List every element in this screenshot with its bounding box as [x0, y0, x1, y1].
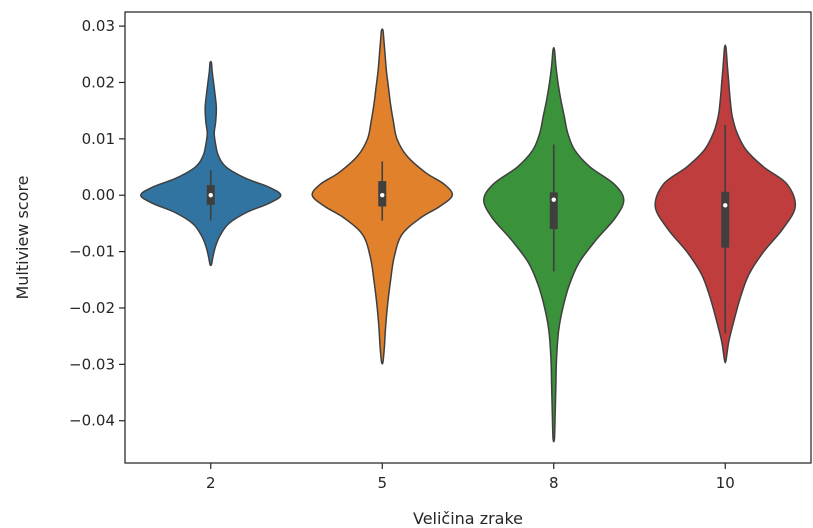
violin-iqr-box [549, 192, 558, 230]
y-tick-label: −0.01 [69, 243, 115, 261]
y-axis-ticks: 0.03 0.02 0.01 0.00 −0.01 −0.02 −0.03 −0.04 [69, 17, 125, 430]
x-tick-label: 2 [206, 474, 216, 492]
violin-median-dot [723, 203, 728, 208]
y-tick-label: −0.02 [69, 299, 115, 317]
plot-frame [124, 11, 812, 464]
y-tick-label: 0.00 [82, 186, 115, 204]
violins [139, 28, 797, 443]
violin-iqr-box [721, 191, 730, 248]
violin-8 [482, 47, 625, 443]
violin-median-dot [208, 193, 213, 198]
y-tick-label: 0.03 [82, 17, 115, 35]
y-tick-label: 0.02 [82, 73, 115, 91]
x-tick-label: 5 [377, 474, 387, 492]
violin-median-dot [551, 197, 556, 202]
violin-median-dot [380, 193, 385, 198]
y-tick-label: −0.03 [69, 355, 115, 373]
x-tick-label: 8 [549, 474, 559, 492]
y-tick-label: −0.04 [69, 412, 115, 430]
x-tick-label: 10 [716, 474, 735, 492]
violin-10 [654, 44, 797, 364]
y-tick-label: 0.01 [82, 130, 115, 148]
y-axis-label: Multiview score [13, 175, 32, 299]
x-axis-ticks: 2 5 8 10 [206, 463, 735, 492]
x-axis-label: Veličina zrake [413, 509, 523, 528]
violin-2 [139, 60, 282, 267]
violin-5 [311, 28, 454, 365]
violin-body [139, 60, 282, 267]
